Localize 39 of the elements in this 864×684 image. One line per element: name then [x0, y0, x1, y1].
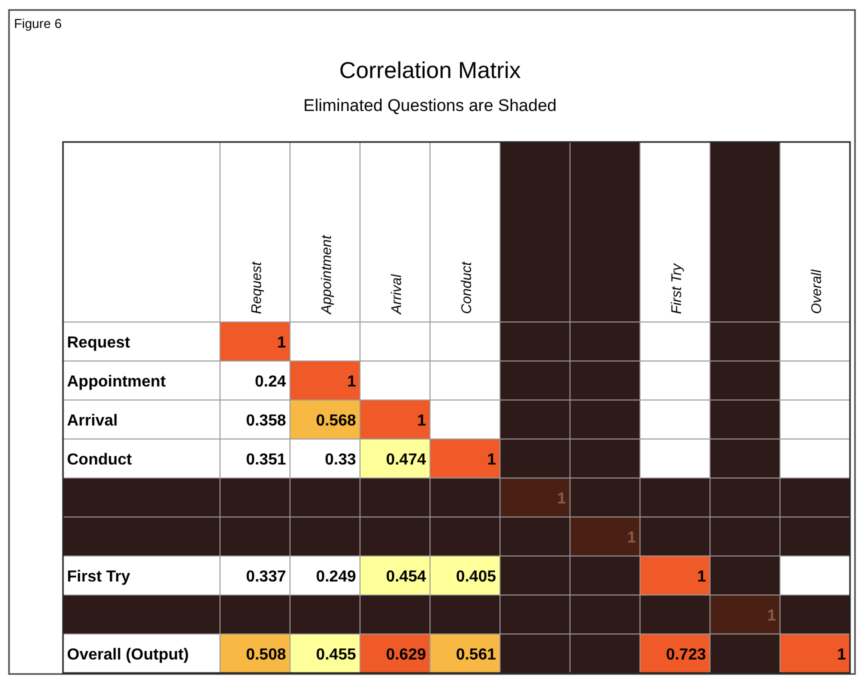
data-label: 0.24	[254, 374, 286, 390]
data-label: 0.351	[246, 452, 286, 468]
data-label: 0.454	[386, 568, 426, 586]
chart-subtitle: Eliminated Questions are Shaded	[303, 96, 557, 115]
data-label: 0.405	[456, 568, 496, 586]
data-label: 0.474	[386, 452, 426, 468]
data-label: 1	[487, 452, 496, 468]
x-tick-label: Request	[248, 260, 264, 314]
y-tick-label: Overall (Output)	[67, 646, 189, 664]
caption: Figure 6	[14, 16, 62, 31]
x-tick-label: Conduct	[458, 260, 474, 314]
data-label: 1	[627, 530, 636, 546]
data-label: 0.455	[316, 646, 356, 664]
data-label: 0.723	[666, 646, 706, 664]
data-label: 0.508	[246, 646, 286, 664]
x-tick-label: First Try	[668, 262, 684, 314]
data-label: 0.249	[316, 568, 356, 586]
data-label: 0.337	[246, 568, 286, 586]
y-tick-label: Conduct	[67, 452, 133, 468]
x-tick-label: Overall	[808, 268, 824, 314]
data-label: 0.561	[456, 646, 496, 664]
data-label: 1	[697, 568, 706, 586]
data-label: 0.358	[246, 412, 286, 430]
data-label: 1	[837, 646, 846, 664]
data-label: 1	[767, 608, 776, 624]
y-tick-label: Appointment	[67, 374, 166, 390]
data-label: 0.33	[324, 452, 356, 468]
y-tick-label: Arrival	[67, 412, 118, 430]
x-tick-label: Arrival	[388, 273, 404, 315]
data-label: 1	[347, 374, 356, 390]
data-label: 0.629	[386, 646, 426, 664]
data-label: 0.568	[316, 412, 356, 430]
data-label: 1	[277, 334, 286, 352]
y-tick-label: First Try	[67, 568, 130, 586]
data-label: 1	[417, 412, 426, 430]
chart-title: Correlation Matrix	[339, 57, 522, 83]
x-tick-label: Appointment	[318, 234, 334, 315]
data-label: 1	[557, 490, 566, 508]
y-tick-label: Request	[67, 334, 131, 352]
